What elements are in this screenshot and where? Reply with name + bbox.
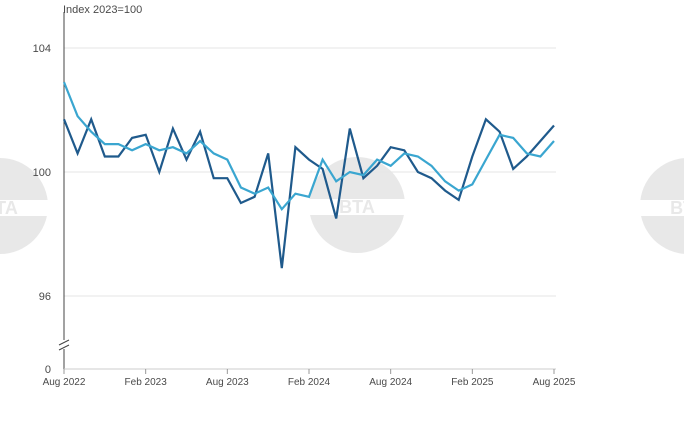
x-tick-label: Feb 2023 <box>125 377 168 388</box>
axis-break-mark <box>58 339 70 346</box>
y-tick-label: 0 <box>45 364 51 376</box>
series-line-1 <box>62 116 555 269</box>
x-tick-label: Aug 2025 <box>533 377 576 388</box>
y-tick-label: 100 <box>33 167 51 179</box>
x-tick-label: Aug 2024 <box>369 377 412 388</box>
x-tick-label: Aug 2022 <box>43 377 86 388</box>
watermark-circle <box>0 158 48 254</box>
axis-break-gap <box>58 340 70 349</box>
y-tick-label: 104 <box>33 43 51 55</box>
watermark-logo: BTA <box>0 158 48 254</box>
watermark-logo: BTA <box>640 158 684 254</box>
x-tick-label: Feb 2024 <box>288 377 331 388</box>
watermark-circle <box>640 158 684 254</box>
watermark-band <box>640 200 684 216</box>
watermark-layer: BTA BTA BTA <box>0 157 684 254</box>
x-tick-label: Aug 2023 <box>206 377 249 388</box>
grid-layer: 104 100 96 0 <box>33 43 556 376</box>
watermark-text: BTA <box>670 198 684 218</box>
watermark-band <box>0 200 48 216</box>
watermark-text: BTA <box>0 198 18 218</box>
y-axis-title: Index 2023=100 <box>63 4 143 16</box>
axis-break-mark <box>58 344 70 351</box>
axis-layer: Aug 2022 Feb 2023 Aug 2023 Feb 2024 Aug 2024… <box>43 12 576 388</box>
series-line-2 <box>62 81 555 212</box>
x-tick-label: Feb 2025 <box>451 377 494 388</box>
watermark-circle <box>309 157 405 253</box>
y-tick-label: 96 <box>39 291 51 303</box>
series-layer <box>62 81 555 269</box>
watermark-text: BTA <box>339 197 375 217</box>
